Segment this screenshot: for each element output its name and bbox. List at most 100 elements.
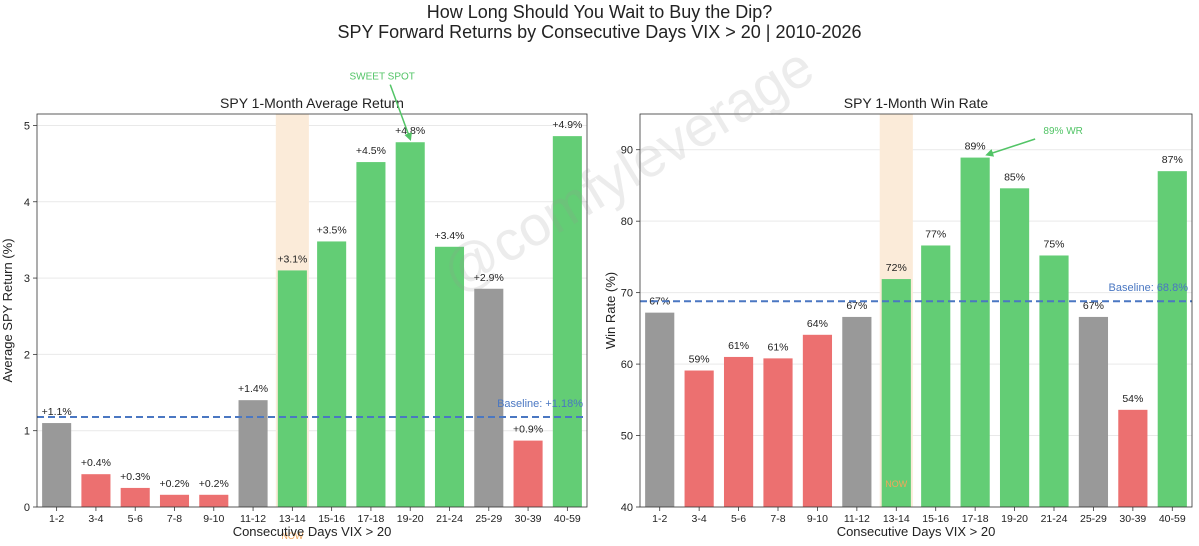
winrate-chart-bar-40-59 <box>1157 171 1187 507</box>
return-chart-bar-5-6 <box>120 487 150 507</box>
return-chart-data-label-13-14: +3.1% <box>277 253 307 265</box>
return-chart-data-label-9-10: +0.2% <box>199 478 229 490</box>
return-chart-ytick-label-3: 3 <box>24 273 30 285</box>
return-chart-xtick-label-25-29: 25-29 <box>475 513 502 525</box>
return-chart-data-label-1-2: +1.1% <box>42 406 72 418</box>
winrate-chart-xtick-label-17-18: 17-18 <box>962 513 989 525</box>
return-chart-ytick-label-0: 0 <box>24 502 30 514</box>
figure-subtitle: SPY Forward Returns by Consecutive Days … <box>337 22 862 42</box>
return-chart-data-label-7-8: +0.2% <box>159 478 189 490</box>
winrate-chart-ytick-label-0: 40 <box>621 502 633 514</box>
return-chart-ylabel: Average SPY Return (%) <box>0 238 15 382</box>
winrate-chart-bar-11-12 <box>842 316 872 507</box>
winrate-chart-data-label-30-39: 54% <box>1122 393 1143 405</box>
winrate-chart-xtick-label-9-10: 9-10 <box>807 513 828 525</box>
winrate-chart-xtick-label-19-20: 19-20 <box>1001 513 1028 525</box>
winrate-chart-xtick-label-25-29: 25-29 <box>1080 513 1107 525</box>
winrate-chart-ylabel: Win Rate (%) <box>603 272 618 349</box>
return-chart-bar-11-12 <box>238 400 268 507</box>
winrate-chart-ytick-label-2: 60 <box>621 359 633 371</box>
winrate-chart-data-label-17-18: 89% <box>965 141 986 153</box>
return-chart-ytick-label-1: 1 <box>24 426 30 438</box>
return-chart-xtick-label-17-18: 17-18 <box>357 513 384 525</box>
return-chart-annotation-arrow <box>389 84 412 142</box>
winrate-chart-data-label-11-12: 67% <box>846 300 867 312</box>
return-chart-bar-19-20 <box>395 142 425 507</box>
winrate-chart-data-label-25-29: 67% <box>1083 300 1104 312</box>
winrate-chart-bar-3-4 <box>684 370 714 507</box>
return-chart-bar-30-39 <box>513 440 543 507</box>
return-chart-ytick-label-5: 5 <box>24 120 30 132</box>
winrate-chart-data-label-21-24: 75% <box>1043 238 1064 250</box>
winrate-chart-ytick-label-4: 80 <box>621 216 633 228</box>
winrate-chart-xtick-label-11-12: 11-12 <box>844 513 870 525</box>
return-chart-data-label-3-4: +0.4% <box>81 457 111 469</box>
return-chart-xtick-label-7-8: 7-8 <box>167 513 182 525</box>
winrate-chart-bar-19-20 <box>999 188 1030 507</box>
return-chart-bar-21-24 <box>434 246 465 507</box>
winrate-chart-annotation-arrow <box>985 138 1036 157</box>
winrate-chart-data-label-7-8: 61% <box>767 341 788 353</box>
winrate-chart-ytick-label-1: 50 <box>621 431 633 443</box>
return-chart-xtick-label-1-2: 1-2 <box>49 513 64 525</box>
return-chart-xtick-label-13-14: 13-14 <box>279 513 306 525</box>
return-chart-data-label-17-18: +4.5% <box>356 145 386 157</box>
return-chart-baseline-label: Baseline: +1.18% <box>497 398 583 410</box>
winrate-chart-highlight-label: NOW <box>885 479 908 489</box>
return-chart-xlabel: Consecutive Days VIX > 20 <box>233 524 392 539</box>
return-chart-axes-frame <box>36 113 588 508</box>
return-chart-data-label-40-59: +4.9% <box>552 119 582 131</box>
winrate-chart-data-label-3-4: 59% <box>689 354 710 366</box>
return-chart-xtick-label-11-12: 11-12 <box>240 513 266 525</box>
winrate-chart-xtick-label-15-16: 15-16 <box>922 513 949 525</box>
winrate-chart-bar-13-14 <box>881 279 911 507</box>
winrate-chart-ytick-label-3: 70 <box>621 288 633 300</box>
return-chart-data-label-30-39: +0.9% <box>513 424 543 436</box>
winrate-chart-bar-1-2 <box>645 312 675 507</box>
winrate-chart-bar-9-10 <box>802 334 833 507</box>
return-chart-xtick-label-15-16: 15-16 <box>318 513 345 525</box>
return-chart-bar-1-2 <box>42 423 72 507</box>
winrate-chart-data-label-9-10: 64% <box>807 318 828 330</box>
return-chart-bar-25-29 <box>474 288 504 507</box>
winrate-chart-bar-15-16 <box>921 245 951 507</box>
return-chart-data-label-25-29: +2.9% <box>474 272 504 284</box>
winrate-chart-annotation-text: 89% WR <box>1043 126 1082 137</box>
winrate-chart-xlabel: Consecutive Days VIX > 20 <box>837 524 996 539</box>
winrate-chart-bar-5-6 <box>723 356 754 507</box>
return-chart-xtick-label-5-6: 5-6 <box>128 513 143 525</box>
winrate-chart-axes-frame <box>639 113 1193 508</box>
winrate-chart-xtick-label-1-2: 1-2 <box>652 513 667 525</box>
return-chart-xtick-label-9-10: 9-10 <box>203 513 224 525</box>
return-chart-data-label-5-6: +0.3% <box>120 471 150 483</box>
winrate-chart-data-label-19-20: 85% <box>1004 171 1025 183</box>
return-chart-bar-9-10 <box>199 494 229 507</box>
return-chart-data-label-21-24: +3.4% <box>434 230 464 242</box>
return-chart-data-label-11-12: +1.4% <box>238 383 268 395</box>
return-chart-xtick-label-3-4: 3-4 <box>88 513 103 525</box>
winrate-chart-bar-21-24 <box>1039 255 1069 507</box>
return-chart-bar-7-8 <box>159 494 190 507</box>
return-chart-xtick-label-40-59: 40-59 <box>554 513 581 525</box>
winrate-chart-xtick-label-40-59: 40-59 <box>1159 513 1186 525</box>
winrate-chart-data-label-15-16: 77% <box>925 228 946 240</box>
winrate-chart-xtick-label-7-8: 7-8 <box>770 513 785 525</box>
return-chart-annotation-text: SWEET SPOT <box>350 72 415 83</box>
winrate-chart-bar-30-39 <box>1118 409 1148 507</box>
winrate-chart-data-label-1-2: 67% <box>649 296 670 308</box>
return-chart-bar-17-18 <box>356 162 386 507</box>
return-chart-bar-15-16 <box>317 241 347 507</box>
return-chart-xtick-label-19-20: 19-20 <box>397 513 424 525</box>
winrate-chart-data-label-5-6: 61% <box>728 340 749 352</box>
return-chart-bar-3-4 <box>81 474 111 507</box>
winrate-chart-data-label-40-59: 87% <box>1162 154 1183 166</box>
return-chart-data-label-15-16: +3.5% <box>317 224 347 236</box>
winrate-chart-bar-17-18 <box>960 157 990 507</box>
winrate-chart-xtick-label-5-6: 5-6 <box>731 513 746 525</box>
return-chart-bar-13-14 <box>277 270 307 507</box>
return-chart-xtick-label-30-39: 30-39 <box>515 513 542 525</box>
winrate-chart-data-label-13-14: 72% <box>886 262 907 274</box>
return-chart-ytick-label-2: 2 <box>24 349 30 361</box>
return-chart-ytick-label-4: 4 <box>24 197 30 209</box>
